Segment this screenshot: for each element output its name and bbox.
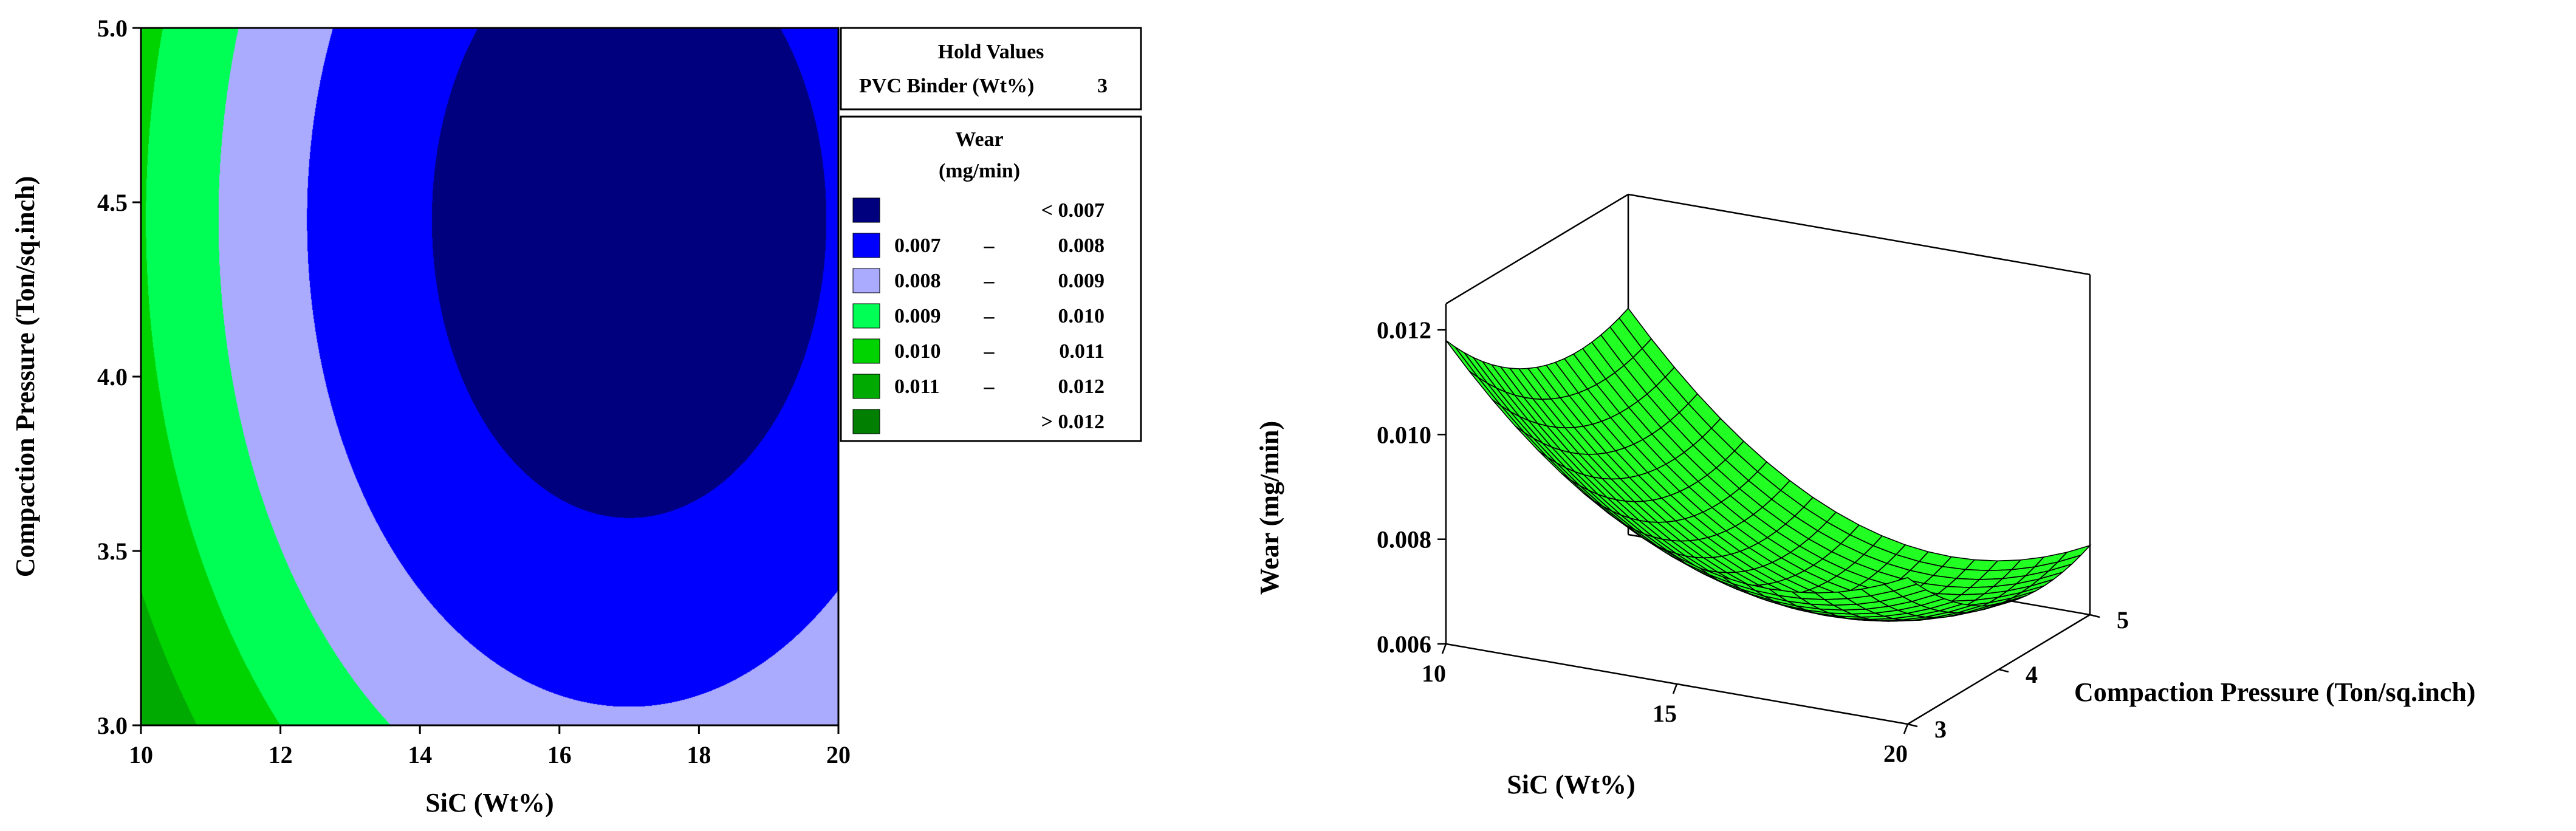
contour-x-ticks: 10 12 14 16 18 20 [129, 725, 851, 768]
legend-title-line1: Wear [955, 128, 1003, 151]
surface-plot: 0.006 0.008 0.010 0.012 10 15 20 3 4 5 Wear (mg/m… [1255, 193, 2476, 799]
surface-y-tick-mark [2089, 614, 2100, 618]
box-edge [1445, 193, 1629, 305]
contour-y-tick-label: 3.0 [97, 712, 128, 739]
box-edge [1628, 193, 2091, 276]
legend-range-dash: – [984, 340, 995, 363]
surface-y-tick-mark [1998, 668, 2009, 673]
legend-swatch [852, 197, 880, 223]
hold-values-box: Hold Values PVC Binder (Wt%) 3 [840, 27, 1142, 111]
legend-range-low: 0.011 [894, 375, 940, 398]
legend-range-dash: – [984, 305, 995, 327]
surface-z-tick-label: 0.008 [1377, 526, 1431, 553]
contour-plot: 10 12 14 16 18 20 3.0 3.5 4.0 4.5 5.0 SiC (Wt%) C… [10, 15, 851, 818]
contour-x-tick-label: 18 [687, 741, 711, 768]
legend-range-high: > 0.012 [1041, 411, 1105, 433]
surface-x-tick-label: 20 [1883, 740, 1908, 767]
legend-range-dash: – [984, 375, 995, 398]
surface-ticks: 0.006 0.008 0.010 0.012 10 15 20 3 4 5 [1377, 316, 2129, 767]
hold-values-title: Hold Values [938, 41, 1044, 63]
legend-range-dash: – [984, 270, 995, 292]
contour-raster [141, 28, 838, 725]
surface-x-tick-mark [1903, 723, 1909, 734]
legend-range-high: 0.011 [1059, 340, 1105, 363]
contour-x-tick-label: 12 [269, 741, 293, 768]
contour-fill [141, 28, 838, 725]
surface-y-tick-mark [1907, 723, 1918, 728]
surface-z-tick-label: 0.006 [1377, 631, 1431, 658]
legend-range-low: 0.009 [894, 305, 941, 327]
legend-range-low: 0.008 [894, 270, 941, 292]
legend-title-line2: (mg/min) [939, 160, 1020, 182]
legend-range-high: 0.010 [1058, 305, 1105, 327]
contour-x-tick-label: 20 [826, 741, 851, 768]
surface-x-axis-label: SiC (Wt%) [1507, 770, 1635, 799]
contour-y-tick-label: 4.0 [97, 363, 128, 391]
legend-range-high: 0.012 [1058, 375, 1105, 398]
legend-swatch [852, 268, 880, 293]
surface-y-axis-label: Compaction Pressure (Ton/sq.inch) [2074, 677, 2476, 707]
surface-x-tick-label: 15 [1653, 700, 1677, 727]
legend-range-dash: – [984, 234, 995, 257]
legend-swatch [852, 338, 880, 364]
contour-y-axis-label: Compaction Pressure (Ton/sq.inch) [10, 176, 40, 578]
surface-y-tick-label: 5 [2117, 606, 2129, 634]
contour-y-ticks: 3.0 3.5 4.0 4.5 5.0 [97, 15, 141, 739]
surface-x-tick-mark [1672, 683, 1678, 694]
surface-x-tick-label: 10 [1422, 660, 1446, 687]
legend-range-high: < 0.007 [1041, 199, 1105, 222]
contour-x-tick-label: 10 [129, 741, 153, 768]
hold-values-factor: PVC Binder (Wt%) [859, 75, 1034, 97]
surface-z-axis-label: Wear (mg/min) [1255, 421, 1284, 595]
legend-range-low: 0.007 [894, 234, 941, 257]
legend-swatch [852, 233, 880, 258]
contour-y-tick-label: 5.0 [97, 15, 128, 42]
surface-mesh [1445, 307, 2092, 622]
hold-values-value: 3 [1097, 75, 1108, 97]
legend-range-low: 0.010 [894, 340, 941, 363]
legend-swatch [852, 409, 880, 434]
surface-x-tick-mark [1441, 643, 1447, 654]
surface-y-tick-label: 4 [2026, 661, 2038, 688]
legend-range-high: 0.008 [1058, 234, 1105, 257]
legend-entries: < 0.007 0.007 – 0.008 0.008 – 0.009 0.009 – 0.010… [852, 197, 1105, 434]
legend-range-high: 0.009 [1058, 270, 1105, 292]
legend-swatch [852, 303, 880, 329]
wear-legend: Wear (mg/min) < 0.007 0.007 – 0.008 0.008 – 0.… [840, 115, 1142, 442]
contour-y-tick-label: 3.5 [97, 538, 128, 565]
surface-cell [1883, 576, 1918, 592]
surface-y-tick-label: 3 [1934, 716, 1947, 743]
contour-x-tick-label: 14 [408, 741, 432, 768]
contour-x-tick-label: 16 [547, 741, 572, 768]
legend-swatch [852, 374, 880, 399]
contour-x-axis-label: SiC (Wt%) [425, 788, 553, 818]
surface-z-tick-label: 0.012 [1377, 316, 1431, 344]
surface-z-tick-label: 0.010 [1377, 421, 1431, 448]
contour-y-tick-label: 4.5 [97, 189, 128, 216]
